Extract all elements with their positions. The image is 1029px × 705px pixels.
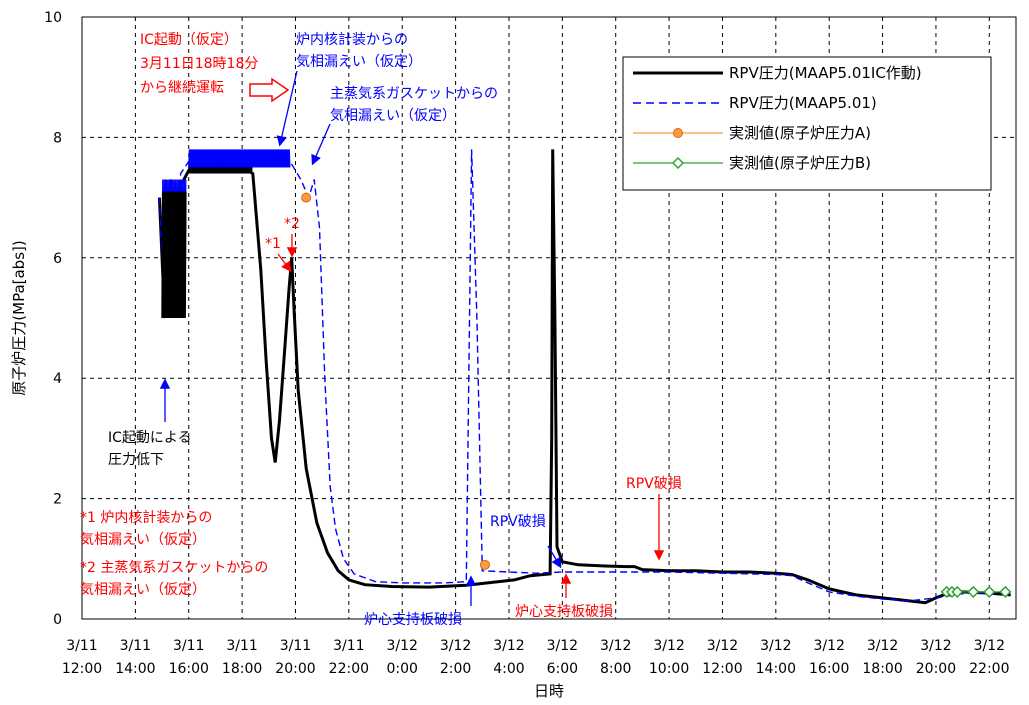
series-point-3 — [967, 585, 980, 598]
x-tick-time: 20:00 — [916, 661, 956, 677]
x-tick-time: 12:00 — [702, 661, 742, 677]
annotation-core-plate-blue: 炉心支持板破損 — [364, 612, 462, 628]
x-axis-ticks: 3/11 12:00 3/11 14:00 3/11 16:00 3/11 18:00 3/11… — [62, 638, 1010, 677]
x-tick-time: 18:00 — [222, 661, 262, 677]
annotation-incore-leak-arrow — [276, 70, 298, 147]
annotation-gasket-leak: 主蒸気系ガスケットからの 気相漏えい（仮定） — [330, 86, 502, 124]
x-tick-time: 12:00 — [62, 661, 102, 677]
annotation-gasket-leak-arrow — [311, 123, 331, 166]
y-tick-label: 4 — [53, 371, 62, 387]
annotation-star1: *1 — [265, 236, 281, 252]
x-tick-time: 14:00 — [115, 661, 155, 677]
annotations: IC起動（仮定） 3月11日18時18分 から継続運転 炉内核計装からの 気相漏… — [80, 32, 682, 628]
legend-box — [622, 56, 992, 191]
y-tick-label: 0 — [53, 612, 62, 628]
x-tick-date: 3/11 — [280, 638, 311, 654]
x-tick-time: 8:00 — [600, 661, 631, 677]
x-tick-date: 3/12 — [653, 638, 684, 654]
x-tick-date: 3/11 — [66, 638, 97, 654]
x-tick-time: 22:00 — [969, 661, 1009, 677]
annotation-incore-leak: 炉内核計装からの 気相漏えい（仮定） — [296, 32, 422, 70]
legend: RPV圧力(MAAP5.01IC作動) RPV圧力(MAAP5.01) 実測値(… — [622, 56, 992, 191]
x-tick-date: 3/12 — [547, 638, 578, 654]
annotation-footnotes: *1 炉内核計装からの 気相漏えい（仮定） *2 主蒸気系ガスケットからの 気相… — [80, 510, 273, 598]
x-tick-time: 16:00 — [809, 661, 849, 677]
legend-marker-circle — [673, 128, 683, 138]
y-tick-label: 8 — [53, 130, 62, 146]
x-tick-date: 3/12 — [600, 638, 631, 654]
x-tick-time: 6:00 — [547, 661, 578, 677]
x-tick-date: 3/12 — [867, 638, 898, 654]
legend-label-1: RPV圧力(MAAP5.01) — [729, 94, 877, 112]
x-tick-date: 3/12 — [920, 638, 951, 654]
x-tick-date: 3/12 — [440, 638, 471, 654]
series-0-early-oscillation — [161, 191, 187, 319]
x-tick-date: 3/11 — [226, 638, 257, 654]
legend-label-3: 実測値(原子炉圧力B) — [729, 154, 871, 172]
x-tick-date: 3/11 — [333, 638, 364, 654]
x-tick-date: 3/12 — [760, 638, 791, 654]
x-axis-title: 日時 — [534, 682, 564, 700]
annotation-ic-start: IC起動（仮定） 3月11日18時18分 から継続運転 — [140, 32, 263, 96]
x-tick-time: 20:00 — [275, 661, 315, 677]
annotation-core-plate-red: 炉心支持板破損 — [515, 604, 613, 620]
series-point-2 — [301, 192, 312, 203]
series-1-oscillation — [188, 149, 291, 168]
y-tick-label: 6 — [53, 251, 62, 267]
legend-label-2: 実測値(原子炉圧力A) — [729, 124, 871, 142]
x-tick-time: 2:00 — [440, 661, 471, 677]
x-tick-date: 3/11 — [173, 638, 204, 654]
series-point-2 — [479, 559, 490, 570]
series-line-0 — [157, 149, 1011, 605]
x-tick-time: 14:00 — [756, 661, 796, 677]
annotation-star1-arrow — [277, 253, 292, 273]
x-tick-date: 3/12 — [707, 638, 738, 654]
y-tick-label: 2 — [53, 492, 62, 508]
grid — [82, 17, 1016, 619]
x-tick-time: 22:00 — [329, 661, 369, 677]
annotation-star2: *2 — [284, 216, 300, 232]
x-tick-time: 4:00 — [493, 661, 524, 677]
series-layer — [157, 149, 1012, 605]
x-tick-date: 3/12 — [813, 638, 844, 654]
y-axis-title: 原子炉圧力(MPa[abs]) — [10, 240, 28, 395]
x-tick-date: 3/12 — [974, 638, 1005, 654]
annotation-ic-drop: IC起動による 圧力低下 — [108, 430, 196, 468]
annotation-rpv-failure-blue-arrow — [547, 545, 562, 569]
series-point-3 — [999, 585, 1012, 598]
x-tick-time: 16:00 — [169, 661, 209, 677]
y-tick-label: 10 — [44, 10, 62, 26]
legend-label-0: RPV圧力(MAAP5.01IC作動) — [729, 64, 922, 82]
hollow-arrow — [249, 77, 290, 103]
legend-marker-diamond — [671, 156, 685, 170]
x-tick-time: 0:00 — [387, 661, 418, 677]
x-tick-date: 3/12 — [493, 638, 524, 654]
annotation-rpv-failure-red: RPV破損 — [626, 476, 682, 492]
annotation-rpv-failure-blue: RPV破損 — [490, 514, 546, 530]
series-point-3 — [983, 585, 996, 598]
series-point-3 — [951, 585, 964, 598]
x-tick-time: 18:00 — [862, 661, 902, 677]
x-tick-date: 3/12 — [387, 638, 418, 654]
x-tick-time: 10:00 — [649, 661, 689, 677]
x-tick-date: 3/11 — [120, 638, 151, 654]
y-axis-ticks: 0 2 4 6 8 10 — [44, 10, 62, 628]
